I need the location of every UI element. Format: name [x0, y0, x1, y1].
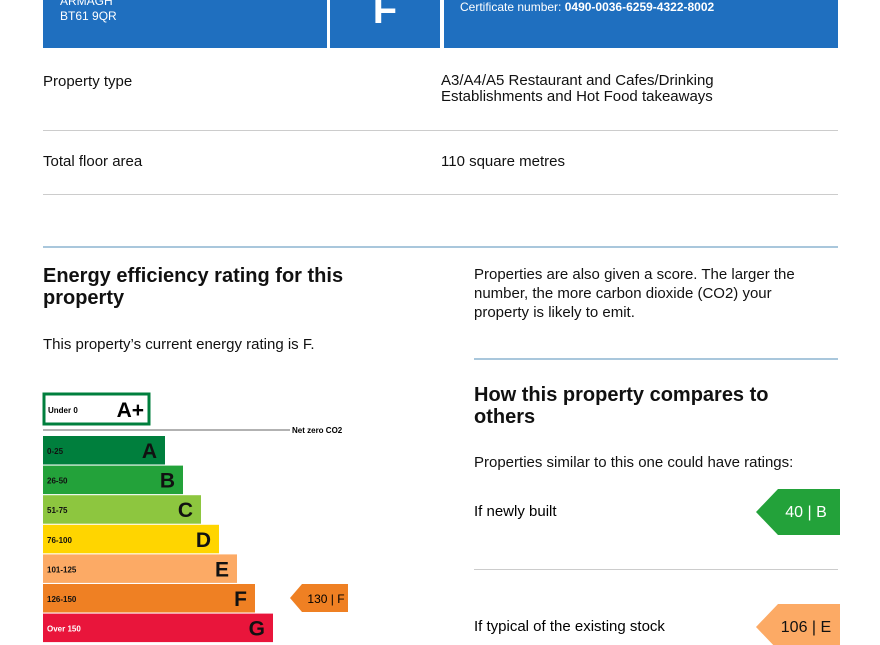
text-line: number, the more carbon dioxide (CO2) yo… — [474, 285, 772, 302]
divider — [43, 194, 838, 195]
band-range: Under 0 — [48, 406, 78, 415]
compare-rating: 106 | E — [781, 619, 831, 636]
compare-rating: 40 | B — [785, 504, 827, 521]
certificate-label: Certificate number: — [460, 0, 562, 14]
band-letter: B — [160, 470, 175, 493]
title-line: How this property compares to — [474, 384, 769, 406]
compare-label: If newly built — [474, 503, 557, 520]
band — [43, 584, 255, 613]
band-range: 76-100 — [47, 536, 72, 545]
detail-value: A3/A4/A5 Restaurant and Cafes/Drinking — [441, 72, 714, 89]
band-range: 126-150 — [47, 595, 77, 604]
net-zero-label: Net zero CO2 — [292, 426, 343, 435]
compare-intro: Properties similar to this one could hav… — [474, 454, 794, 471]
section-divider — [43, 246, 838, 248]
divider — [474, 569, 838, 570]
band-range: 51-75 — [47, 506, 68, 515]
section-divider — [474, 358, 838, 360]
current-text: This property’s current energy rating is… — [43, 336, 315, 353]
compare-marker — [756, 489, 840, 535]
comparisons: If newly built 40 | B If typical of the ex… — [474, 489, 840, 645]
band-letter: F — [234, 588, 247, 611]
detail-value: Establishments and Hot Food takeaways — [441, 88, 713, 105]
rating-box: F — [330, 0, 440, 48]
title-line: property — [43, 287, 125, 309]
text-line: Properties are also given a score. The l… — [474, 266, 795, 283]
band — [43, 554, 237, 583]
compare-marker — [756, 604, 840, 645]
band-letter: G — [249, 618, 265, 641]
band-letter: E — [215, 558, 229, 581]
address-line: ARMAGH — [60, 0, 113, 8]
band-a-plus — [42, 392, 151, 426]
certificate-box: Certificate number: 0490-0036-6259-4322-… — [444, 0, 838, 48]
title-line: others — [474, 406, 536, 428]
detail-value: 110 square metres — [441, 153, 565, 170]
band-letter: A+ — [117, 399, 144, 422]
rating-scale: Under 0 A+ Net zero CO2 0-25 A 26-50 B 51-75 C 76… — [42, 392, 348, 643]
band-range: 0-25 — [47, 447, 64, 456]
band-letter: D — [196, 529, 211, 552]
band-range: 101-125 — [47, 565, 77, 574]
current-marker — [290, 584, 348, 612]
band — [43, 495, 201, 524]
detail-label: Total floor area — [43, 153, 143, 170]
band-range: Over 150 — [47, 625, 81, 634]
band-range: 26-50 — [47, 477, 68, 486]
band-letter: A — [142, 440, 157, 463]
band — [43, 613, 273, 643]
band — [43, 465, 183, 495]
address-box: ARMAGH BT61 9QR — [43, 0, 327, 48]
compare-label: If typical of the existing stock — [474, 618, 665, 635]
address-line: BT61 9QR — [60, 9, 117, 23]
title-line: Energy efficiency rating for this — [43, 265, 344, 287]
detail-label: Property type — [43, 73, 133, 90]
band — [43, 436, 165, 465]
divider — [43, 130, 838, 131]
energy-title: Energy efficiency rating for this proper… — [43, 265, 343, 309]
current-marker-text: 130 | F — [307, 592, 344, 606]
band — [43, 524, 219, 554]
score-text: Properties are also given a score. The l… — [474, 265, 795, 322]
text-line: property is likely to emit. — [474, 304, 635, 321]
band-letter: C — [178, 499, 193, 522]
certificate-number: 0490-0036-6259-4322-8002 — [564, 0, 715, 14]
rating-letter: F — [372, 0, 398, 32]
compare-title: How this property compares to others — [474, 384, 769, 428]
